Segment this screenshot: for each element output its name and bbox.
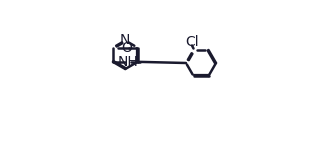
Text: O: O [121, 41, 132, 55]
Text: Cl: Cl [185, 35, 199, 49]
Text: NH: NH [117, 55, 138, 69]
Text: N: N [120, 33, 130, 48]
